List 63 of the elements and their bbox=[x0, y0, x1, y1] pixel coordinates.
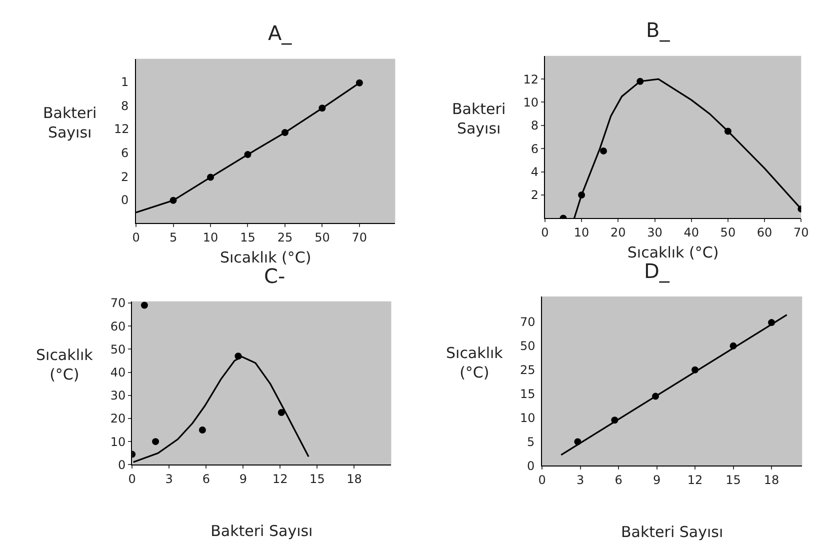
y-tick-label: 8 bbox=[530, 118, 539, 133]
x-tick-label: 70 bbox=[352, 230, 368, 245]
x-axis-title: Sıcaklık (°C) bbox=[627, 244, 719, 262]
x-tick-label: 50 bbox=[314, 230, 330, 245]
x-tick-label: 12 bbox=[687, 473, 703, 488]
x-axis-title: Bakteri Sayısı bbox=[210, 522, 313, 540]
point bbox=[152, 438, 160, 446]
point bbox=[278, 408, 285, 416]
x-tick-label: 0 bbox=[128, 472, 136, 486]
x-tick-label: 0 bbox=[132, 230, 140, 245]
point bbox=[140, 302, 148, 309]
x-tick-label: 18 bbox=[764, 473, 780, 488]
y-tick-label: 40 bbox=[110, 365, 126, 380]
text: 1 bbox=[121, 75, 129, 89]
y-tick-label: 4 bbox=[530, 165, 539, 180]
x-tick-label: 10 bbox=[574, 226, 590, 240]
point bbox=[198, 426, 206, 434]
point bbox=[600, 147, 608, 154]
x-tick-label: 50 bbox=[720, 226, 736, 240]
y-axis-title: Sıcaklık (°C) bbox=[36, 346, 94, 384]
x-tick-label: 40 bbox=[684, 226, 699, 240]
y-tick-label: 60 bbox=[110, 319, 126, 334]
x-tick-label: 6 bbox=[614, 473, 622, 488]
x-tick-label: 30 bbox=[647, 226, 662, 240]
x-tick-label: 15 bbox=[726, 473, 741, 488]
y-tick-label: 0 bbox=[118, 458, 126, 472]
x-axis-title: Bakteri Sayısı bbox=[621, 523, 724, 542]
x-tick-label: 9 bbox=[652, 473, 661, 488]
x-tick-label: 60 bbox=[756, 226, 772, 240]
y-tick-label: 10 bbox=[110, 434, 126, 449]
x-tick-label: 0 bbox=[541, 226, 549, 240]
text: 5 bbox=[527, 435, 535, 449]
x-tick-label: 9 bbox=[239, 472, 247, 486]
x-tick-label: 3 bbox=[165, 472, 173, 486]
chart-title: A_ bbox=[268, 21, 293, 45]
x-tick-label: 10 bbox=[202, 230, 218, 245]
x-tick-label: 5 bbox=[169, 230, 178, 245]
y-axis-title: Bakteri Sayısı bbox=[43, 104, 97, 142]
chart-title: D_ bbox=[644, 259, 670, 283]
x-tick-label: 18 bbox=[346, 472, 362, 486]
y-axis-title: Bakteri Sayısı bbox=[452, 100, 506, 138]
y-tick-label: 30 bbox=[110, 388, 126, 403]
x-axis-title: Sıcaklık (°C) bbox=[220, 248, 312, 267]
y-tick-label: 2 bbox=[530, 188, 539, 202]
y-tick-label: 12 bbox=[523, 72, 539, 86]
chart-title: B_ bbox=[646, 18, 671, 42]
y-tick-label: 70 bbox=[110, 296, 126, 310]
y-axis-title: Sıcaklık (°C) bbox=[446, 344, 504, 382]
y-tick-label: 6 bbox=[530, 142, 539, 156]
x-tick-label: 6 bbox=[202, 472, 210, 486]
chart-title: C- bbox=[264, 264, 286, 288]
x-tick-label: 25 bbox=[277, 230, 293, 245]
x-tick-label: 15 bbox=[310, 472, 325, 486]
x-tick-label: 3 bbox=[576, 473, 584, 488]
text: 25 bbox=[520, 363, 536, 377]
y-tick-label: 10 bbox=[523, 95, 539, 110]
x-tick-label: 12 bbox=[272, 472, 288, 486]
y-tick-label: 50 bbox=[110, 342, 126, 356]
y-tick-label: 20 bbox=[110, 412, 126, 426]
text: 15 bbox=[520, 387, 536, 401]
x-tick-label: 70 bbox=[794, 226, 809, 240]
x-tick-label: 15 bbox=[240, 230, 256, 245]
x-tick-label: 20 bbox=[610, 226, 626, 240]
